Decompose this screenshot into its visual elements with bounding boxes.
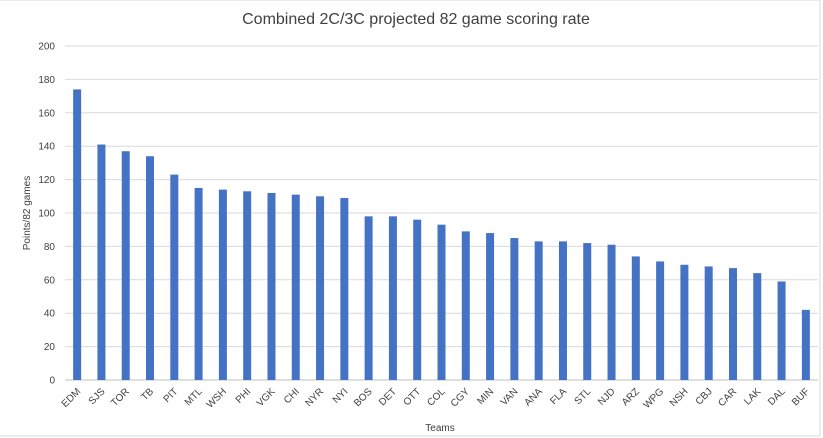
bar-bos	[364, 216, 373, 380]
y-tick-label: 140	[38, 142, 55, 153]
bar-lak	[753, 273, 762, 380]
x-tick-label: VGK	[255, 386, 278, 409]
x-tick-label: WPG	[642, 386, 667, 411]
x-tick-label: NJD	[596, 386, 618, 408]
x-tick-label: NYR	[303, 386, 326, 409]
bar-wsh	[218, 189, 227, 380]
y-tick-label: 80	[44, 242, 56, 253]
x-tick-label: BUF	[790, 386, 812, 408]
x-tick-label: MIN	[475, 386, 496, 407]
y-tick-label: 60	[44, 275, 56, 286]
bar-ott	[413, 219, 422, 380]
x-tick-label: VAN	[499, 386, 521, 408]
x-tick-label: STL	[573, 386, 594, 407]
y-tick-label: 180	[38, 75, 55, 86]
bar-cgy	[461, 231, 470, 380]
y-axis-label: Points/82 games	[22, 176, 33, 251]
bar-nyr	[316, 196, 325, 380]
x-tick-label: TB	[139, 386, 156, 403]
bar-arz	[631, 256, 640, 380]
x-tick-label: NSH	[668, 386, 691, 409]
bar-car	[728, 268, 737, 380]
bar-cbj	[704, 266, 713, 380]
bar-chi	[291, 194, 300, 380]
y-tick-label: 200	[38, 42, 55, 53]
x-tick-label: DAL	[766, 386, 788, 408]
y-tick-label: 120	[38, 175, 55, 186]
bar-edm	[73, 89, 82, 381]
x-tick-label: LAK	[742, 386, 763, 407]
bar-buf	[801, 309, 810, 380]
x-axis-ticks: EDM SJS TOR TB PIT MTL WSH PHI VGK CHI NYR NYI BOS DE…	[60, 386, 812, 411]
x-tick-label: NYI	[331, 386, 351, 406]
x-tick-label: ARZ	[620, 386, 642, 408]
x-tick-label: WSH	[205, 386, 229, 410]
x-tick-label: TOR	[109, 386, 132, 409]
x-tick-label: ANA	[522, 386, 545, 409]
bars	[73, 89, 810, 381]
x-tick-label: CAR	[716, 386, 739, 409]
bar-ana	[534, 241, 543, 380]
y-tick-label: 40	[44, 309, 56, 320]
x-tick-label: PIT	[162, 386, 181, 405]
y-tick-label: 100	[38, 209, 55, 220]
bar-nyi	[340, 197, 349, 380]
bar-tor	[121, 151, 130, 380]
x-tick-label: MTL	[183, 386, 205, 408]
bar-min	[486, 233, 495, 380]
bar-pit	[170, 174, 179, 380]
x-tick-label: DET	[377, 386, 399, 408]
x-tick-label: COL	[425, 386, 448, 409]
bar-nsh	[680, 264, 689, 380]
bar-fla	[558, 241, 567, 380]
bar-det	[388, 216, 397, 380]
bar-van	[510, 238, 519, 380]
y-tick-label: 160	[38, 108, 55, 119]
bar-dal	[777, 281, 786, 380]
bar-phi	[243, 191, 252, 380]
bar-col	[437, 224, 446, 380]
bar-mtl	[194, 187, 203, 380]
y-tick-label: 20	[44, 342, 56, 353]
x-tick-label: CHI	[282, 386, 302, 406]
bar-sjs	[97, 144, 106, 380]
x-tick-label: CBJ	[694, 386, 715, 407]
bar-wpg	[656, 261, 665, 380]
x-axis-label: Teams	[425, 423, 454, 434]
y-tick-label: 0	[49, 376, 55, 387]
x-tick-label: EDM	[60, 386, 84, 410]
bar-stl	[583, 243, 592, 380]
x-tick-label: OTT	[401, 386, 423, 408]
y-axis-ticks: 0 20 40 60 80 100 120 140 160 180 200	[38, 42, 55, 387]
x-tick-label: BOS	[352, 386, 375, 409]
x-tick-label: CGY	[449, 386, 472, 409]
x-tick-label: PHI	[234, 386, 254, 406]
bar-njd	[607, 244, 616, 380]
x-tick-label: SJS	[87, 386, 108, 407]
chart-title: Combined 2C/3C projected 82 game scoring…	[242, 11, 590, 28]
bar-tb	[146, 156, 155, 380]
bar-vgk	[267, 192, 276, 380]
x-tick-label: FLA	[548, 386, 569, 407]
